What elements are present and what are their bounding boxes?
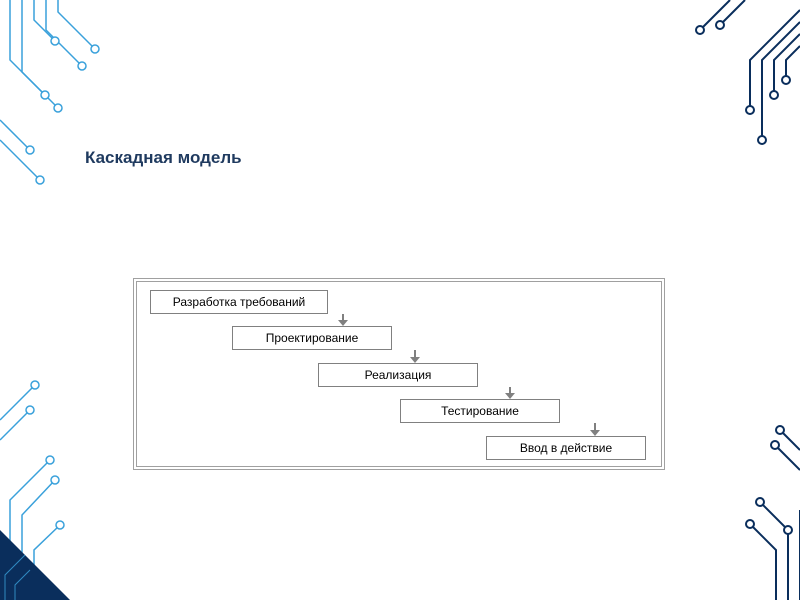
step-4: Тестирование: [400, 399, 560, 423]
circuit-decor-top-left: [0, 0, 160, 200]
circuit-decor-bottom-right: [680, 380, 800, 600]
step-2: Проектирование: [232, 326, 392, 350]
step-label: Разработка требований: [173, 295, 306, 309]
step-label: Тестирование: [441, 404, 519, 418]
step-label: Проектирование: [266, 331, 359, 345]
step-1: Разработка требований: [150, 290, 328, 314]
step-5: Ввод в действие: [486, 436, 646, 460]
arrow-2: [410, 350, 420, 363]
step-3: Реализация: [318, 363, 478, 387]
arrow-1: [338, 314, 348, 326]
circuit-decor-top-right: [670, 0, 800, 200]
step-label: Ввод в действие: [520, 441, 612, 455]
arrow-4: [590, 423, 600, 436]
arrow-3: [505, 387, 515, 399]
page-title: Каскадная модель: [85, 148, 242, 168]
step-label: Реализация: [365, 368, 432, 382]
